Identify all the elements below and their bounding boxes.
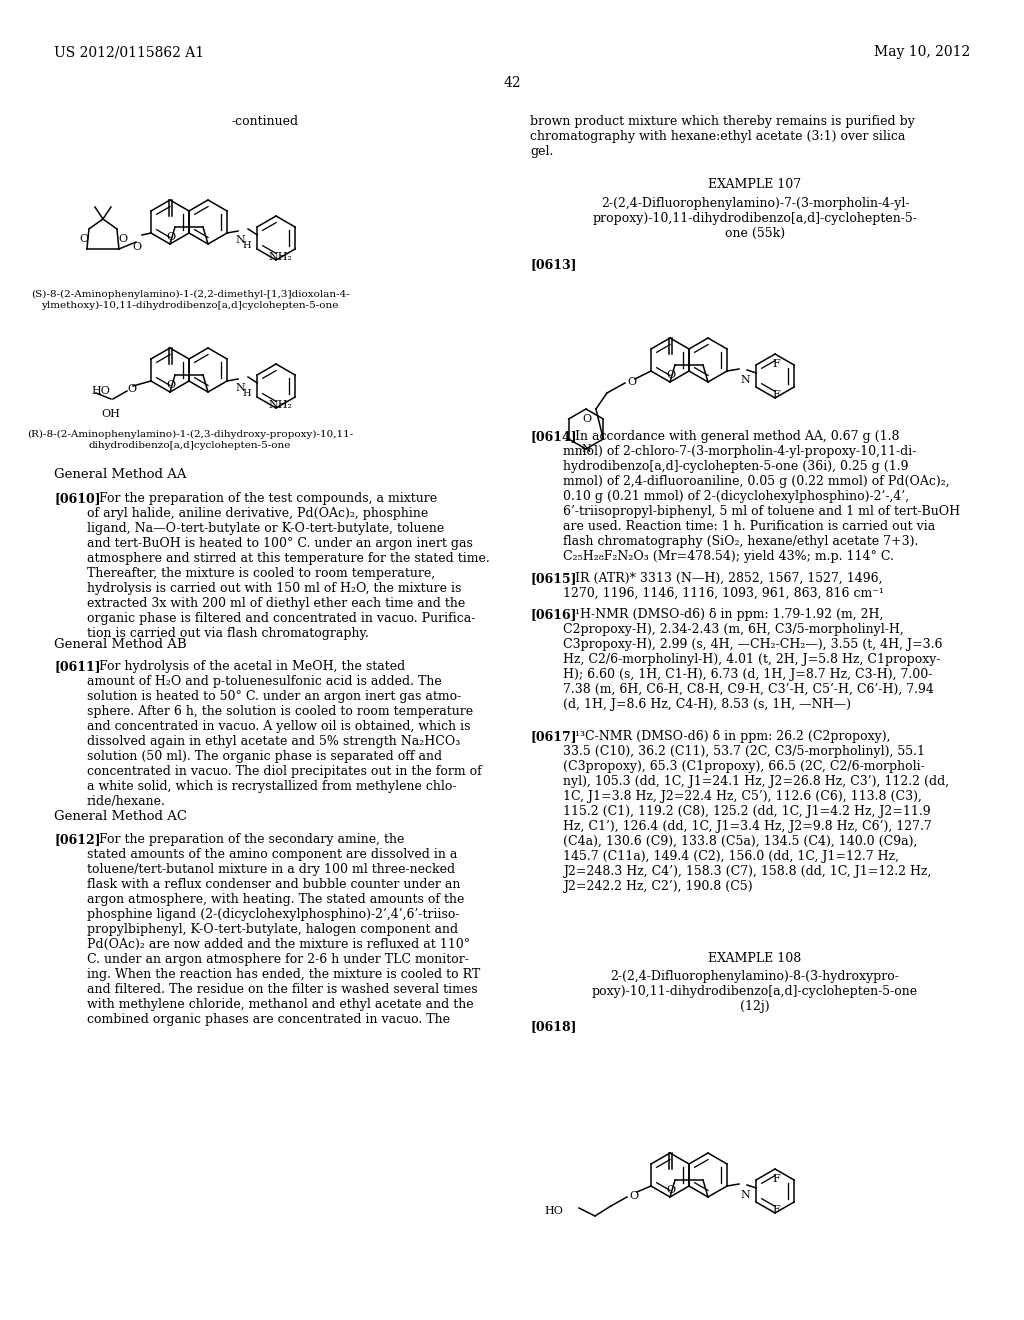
Text: O: O [666,1185,675,1195]
Text: General Method AB: General Method AB [54,638,186,651]
Text: H: H [242,242,251,249]
Text: O: O [166,232,175,242]
Text: 42: 42 [503,77,521,90]
Text: [0610]: [0610] [54,492,100,506]
Text: O: O [627,378,636,387]
Text: NH₂: NH₂ [268,400,292,411]
Text: [0616]: [0616] [530,609,577,620]
Text: brown product mixture which thereby remains is purified by
chromatography with h: brown product mixture which thereby rema… [530,115,914,158]
Text: -continued: -continued [232,115,299,128]
Text: May 10, 2012: May 10, 2012 [873,45,970,59]
Text: H: H [242,389,251,399]
Text: F: F [772,1205,780,1214]
Text: General Method AC: General Method AC [54,810,187,822]
Text: O: O [118,234,127,244]
Text: 2-(2,4-Difluorophenylamino)-8-(3-hydroxypro-
poxy)-10,11-dihydrodibenzo[a,d]-cyc: 2-(2,4-Difluorophenylamino)-8-(3-hydroxy… [592,970,919,1012]
Text: HO: HO [91,385,110,396]
Text: [0612]: [0612] [54,833,100,846]
Text: 2-(2,4-Difluorophenylamino)-7-(3-morpholin-4-yl-
propoxy)-10,11-dihydrodibenzo[a: 2-(2,4-Difluorophenylamino)-7-(3-morphol… [593,197,918,240]
Text: O: O [166,380,175,389]
Text: [0617]: [0617] [530,730,577,743]
Text: (R)-8-(2-Aminophenylamino)-1-(2,3-dihydroxy-propoxy)-10,11-
dihydrodibenzo[a,d]c: (R)-8-(2-Aminophenylamino)-1-(2,3-dihydr… [27,430,353,450]
Text: For the preparation of the secondary amine, the
stated amounts of the amino comp: For the preparation of the secondary ami… [87,833,480,1026]
Text: ¹³C-NMR (DMSO-d6) δ in ppm: 26.2 (C2propoxy),
33.5 (C10), 36.2 (C11), 53.7 (2C, : ¹³C-NMR (DMSO-d6) δ in ppm: 26.2 (C2prop… [563,730,949,894]
Text: OH: OH [101,409,120,418]
Text: O: O [132,242,141,252]
Text: O: O [629,1191,638,1201]
Text: US 2012/0115862 A1: US 2012/0115862 A1 [54,45,204,59]
Text: F: F [772,359,780,370]
Text: N: N [582,444,592,454]
Text: [0611]: [0611] [54,660,100,673]
Text: N: N [740,1191,750,1200]
Text: NH₂: NH₂ [268,252,292,261]
Text: IR (ATR)* 3313 (N—H), 2852, 1567, 1527, 1496,
1270, 1196, 1146, 1116, 1093, 961,: IR (ATR)* 3313 (N—H), 2852, 1567, 1527, … [563,572,884,601]
Text: O: O [79,234,88,244]
Text: General Method AA: General Method AA [54,469,186,480]
Text: N: N [236,235,245,246]
Text: EXAMPLE 108: EXAMPLE 108 [709,952,802,965]
Text: HO: HO [544,1206,563,1216]
Text: O: O [582,414,591,424]
Text: N: N [740,375,750,385]
Text: In accordance with general method AA, 0.67 g (1.8
mmol) of 2-chloro-7-(3-morphol: In accordance with general method AA, 0.… [563,430,961,564]
Text: F: F [772,389,780,400]
Text: EXAMPLE 107: EXAMPLE 107 [709,178,802,191]
Text: For the preparation of the test compounds, a mixture
of aryl halide, aniline der: For the preparation of the test compound… [87,492,489,640]
Text: O: O [127,384,136,393]
Text: N: N [236,383,245,393]
Text: For hydrolysis of the acetal in MeOH, the stated
amount of H₂O and p-toluenesulf: For hydrolysis of the acetal in MeOH, th… [87,660,481,808]
Text: O: O [666,370,675,380]
Text: [0615]: [0615] [530,572,577,585]
Text: [0614]: [0614] [530,430,577,444]
Text: (S)-8-(2-Aminophenylamino)-1-(2,2-dimethyl-[1,3]dioxolan-4-
ylmethoxy)-10,11-dih: (S)-8-(2-Aminophenylamino)-1-(2,2-dimeth… [31,290,349,310]
Text: ¹H-NMR (DMSO-d6) δ in ppm: 1.79-1.92 (m, 2H,
C2propoxy-H), 2.34-2.43 (m, 6H, C3/: ¹H-NMR (DMSO-d6) δ in ppm: 1.79-1.92 (m,… [563,609,942,711]
Text: [0618]: [0618] [530,1020,577,1034]
Text: [0613]: [0613] [530,257,577,271]
Text: F: F [772,1173,780,1184]
